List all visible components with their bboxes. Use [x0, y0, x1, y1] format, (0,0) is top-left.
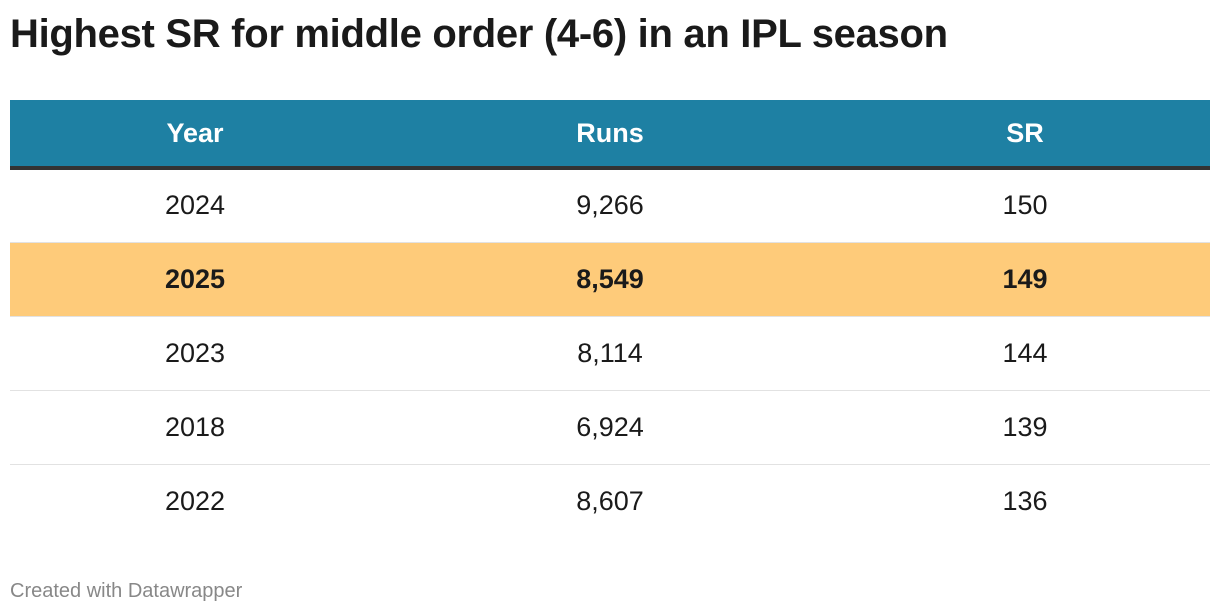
- highlighted-row: 2025 8,549 149: [10, 242, 1210, 316]
- table-header: Year Runs SR: [10, 100, 1210, 168]
- data-table: Year Runs SR 2024 9,266 150 2025 8,549 1…: [10, 100, 1210, 538]
- column-header: Year: [166, 117, 224, 148]
- table-body: 2024 9,266 150 2025 8,549 149 2023 8,114…: [10, 168, 1210, 538]
- cell: 8,607: [576, 485, 644, 516]
- row: 2023 8,114 144: [10, 316, 1210, 390]
- cell: 2022: [164, 485, 226, 516]
- cell: 9,266: [576, 190, 644, 221]
- column-header: SR: [1006, 117, 1044, 148]
- cell: 2018: [164, 411, 226, 442]
- cell: 149: [1002, 263, 1048, 294]
- cell: 144: [1002, 337, 1048, 368]
- cell: 6,924: [576, 411, 644, 442]
- credit: Created with Datawrapper: [10, 580, 243, 602]
- cell: 150: [1002, 190, 1048, 221]
- cell: 8,114: [577, 337, 643, 368]
- cell: 2024: [164, 190, 226, 221]
- cell: 139: [1002, 411, 1048, 442]
- column-header: Runs: [576, 117, 644, 148]
- row: 2024 9,266 150: [10, 168, 1210, 242]
- cell: 136: [1002, 485, 1048, 516]
- title: Highest SR for middle order (4-6) in an …: [10, 12, 948, 56]
- row: 2018 6,924 139: [10, 390, 1210, 464]
- row: 2022 8,607 136: [10, 464, 1210, 538]
- cell: 8,549: [576, 263, 644, 294]
- header-row: Year Runs SR: [10, 100, 1210, 168]
- cell: 2025: [164, 263, 226, 294]
- cell: 2023: [164, 337, 226, 368]
